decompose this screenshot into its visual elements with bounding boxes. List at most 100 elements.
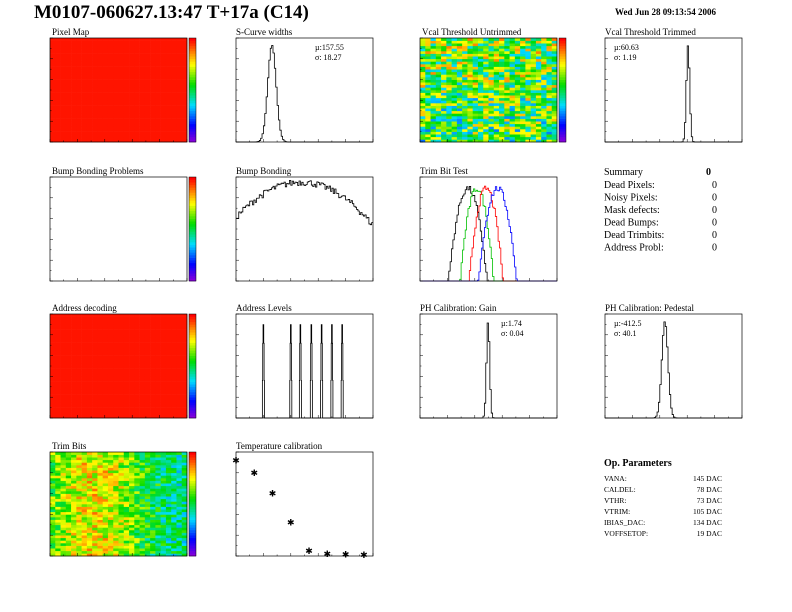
heatmap-cell <box>144 550 151 554</box>
stat-label: σ: 18.27 <box>315 53 342 62</box>
heatmap-cell <box>76 524 82 528</box>
heatmap-cell <box>420 129 426 132</box>
heatmap-cell <box>50 105 56 109</box>
heatmap-cell <box>420 40 426 44</box>
heatmap-cell <box>144 496 151 500</box>
heatmap-cell <box>430 108 437 112</box>
heatmap-cell <box>171 337 177 341</box>
heatmap-cell <box>430 66 437 70</box>
heatmap-cell <box>113 45 119 49</box>
heatmap-cell <box>425 82 431 86</box>
heatmap-cell <box>55 545 61 549</box>
heatmap-cell <box>107 350 114 354</box>
heatmap-cell <box>60 475 67 479</box>
heatmap-cell <box>171 371 177 375</box>
heatmap-cell <box>65 74 72 78</box>
heatmap-cell <box>541 64 547 67</box>
heatmap-cell <box>520 53 526 57</box>
heatmap-cell <box>509 71 516 75</box>
heatmap-cell <box>129 64 135 67</box>
heatmap-cell <box>456 123 463 127</box>
heatmap-cell <box>462 105 468 109</box>
heatmap-cell <box>165 452 172 455</box>
heatmap-cell <box>60 478 67 481</box>
heatmap-cell <box>76 504 82 507</box>
heatmap-cell <box>118 392 125 395</box>
heatmap-cell <box>118 355 125 359</box>
heatmap-cell <box>150 415 156 419</box>
heatmap-cell <box>76 103 82 106</box>
heatmap-cell <box>60 465 67 468</box>
heatmap-cell <box>97 454 103 458</box>
heatmap-cell <box>65 329 72 333</box>
heatmap-cell <box>71 363 77 367</box>
heatmap-cell <box>102 345 109 349</box>
heatmap-cell <box>60 543 67 546</box>
heatmap-cell <box>139 509 146 513</box>
heatmap-cell <box>86 517 93 520</box>
heatmap-cell <box>150 540 156 544</box>
colorbar-segment <box>189 231 196 235</box>
heatmap-cell <box>92 363 98 367</box>
heatmap-cell <box>430 97 437 101</box>
heatmap-cell <box>123 545 130 549</box>
heatmap-cell <box>113 501 119 505</box>
heatmap-cell <box>129 53 135 57</box>
heatmap-cell <box>441 74 447 78</box>
colorbar-segment <box>189 548 196 552</box>
heatmap-cell <box>123 95 130 99</box>
heatmap-cell <box>107 470 114 474</box>
heatmap-cell <box>171 314 177 317</box>
heatmap-cell <box>483 110 489 114</box>
heatmap-cell <box>150 103 156 106</box>
heatmap-cell <box>60 462 67 466</box>
heatmap-cell <box>176 540 183 544</box>
heatmap-cell <box>60 350 67 354</box>
colorbar-segment <box>189 478 196 481</box>
heatmap-cell <box>160 316 167 320</box>
heatmap-cell <box>97 45 103 49</box>
heatmap-cell <box>92 368 98 372</box>
heatmap-cell <box>97 535 103 539</box>
heatmap-cell <box>97 74 103 78</box>
heatmap-cell <box>139 358 146 362</box>
heatmap-cell <box>107 319 114 323</box>
heatmap-cell <box>113 405 119 408</box>
heatmap-cell <box>134 506 140 510</box>
heatmap-cell <box>50 40 56 44</box>
heatmap-cell <box>123 553 130 557</box>
heatmap-cell <box>60 366 67 369</box>
heatmap-cell <box>107 457 114 461</box>
heatmap-cell <box>165 134 172 138</box>
heatmap-cell <box>107 493 114 497</box>
heatmap-cell <box>535 126 542 130</box>
heatmap-cell <box>107 483 114 487</box>
heatmap-cell <box>86 504 93 507</box>
heatmap-cell <box>113 334 119 338</box>
heatmap-cell <box>92 410 98 414</box>
heatmap-cell <box>118 353 125 356</box>
heatmap-cell <box>92 350 98 354</box>
heatmap-cell <box>65 467 72 471</box>
heatmap-cell <box>55 389 61 393</box>
data-point: ✱ <box>305 547 313 557</box>
heatmap-cell <box>102 363 109 367</box>
heatmap-cell <box>535 116 542 119</box>
heatmap-cell <box>60 397 67 401</box>
heatmap-cell <box>60 45 67 49</box>
heatmap-cell <box>113 553 119 557</box>
heatmap-cell <box>102 384 109 388</box>
colorbar-segment <box>189 134 196 138</box>
heatmap-cell <box>456 61 463 65</box>
heatmap-cell <box>546 87 553 91</box>
heatmap-cell <box>81 527 88 531</box>
heatmap-cell <box>530 105 537 109</box>
heatmap-cell <box>181 405 188 408</box>
heatmap-cell <box>118 71 125 75</box>
heatmap-cell <box>107 329 114 333</box>
heatmap-cell <box>462 116 468 119</box>
heatmap-cell <box>425 56 431 60</box>
heatmap-cell <box>76 522 82 526</box>
heatmap-cell <box>509 43 516 47</box>
heatmap-cell <box>102 545 109 549</box>
